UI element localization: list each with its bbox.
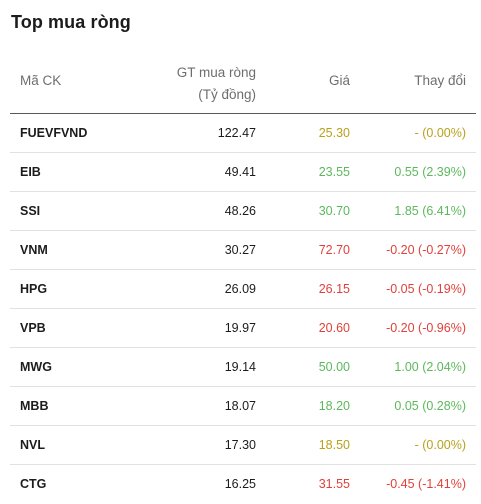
table-body: FUEVFVND 122.47 25.30 - (0.00%) EIB 49.41 23.5… <box>10 114 476 503</box>
change-value: 1.00 (2.04%) <box>394 360 466 374</box>
price-value: 50.00 <box>318 360 350 374</box>
stock-code-link[interactable]: CTG <box>20 477 47 491</box>
net-buy-value: 19.14 <box>224 360 256 374</box>
stock-code-link[interactable]: FUEVFVND <box>20 126 88 140</box>
net-buy-value: 49.41 <box>224 165 256 179</box>
table-row[interactable]: SSI 48.26 30.70 1.85 (6.41%) <box>10 192 476 231</box>
header-net-buy-value-line1: GT mua ròng <box>176 65 256 80</box>
stock-code-link[interactable]: MBB <box>20 399 49 413</box>
header-net-buy-value[interactable]: GT mua ròng (Tỷ đồng) <box>177 62 256 106</box>
table-row[interactable]: NVL 17.30 18.50 - (0.00%) <box>10 426 476 465</box>
header-change[interactable]: Thay đổi <box>414 73 466 88</box>
net-buy-value: 48.26 <box>224 204 256 218</box>
price-value: 31.55 <box>318 477 350 491</box>
net-buy-value: 26.09 <box>224 282 256 296</box>
header-stock-code[interactable]: Mã CK <box>20 73 62 88</box>
price-value: 72.70 <box>318 243 350 257</box>
net-buy-value: 17.30 <box>224 438 256 452</box>
price-value: 18.20 <box>318 399 350 413</box>
net-buy-value: 122.47 <box>217 126 256 140</box>
change-value: - (0.00%) <box>414 126 466 140</box>
change-value: 0.55 (2.39%) <box>394 165 466 179</box>
price-value: 30.70 <box>318 204 350 218</box>
change-value: -0.20 (-0.96%) <box>386 321 466 335</box>
stock-code-link[interactable]: VNM <box>20 243 48 257</box>
table-row[interactable]: EIB 49.41 23.55 0.55 (2.39%) <box>10 153 476 192</box>
stock-code-link[interactable]: NVL <box>20 438 45 452</box>
change-value: -0.20 (-0.27%) <box>386 243 466 257</box>
header-price[interactable]: Giá <box>328 73 350 88</box>
table-header: Mã CK GT mua ròng (Tỷ đồng) Giá Thay đổi <box>10 56 476 114</box>
table-row[interactable]: HPG 26.09 26.15 -0.05 (-0.19%) <box>10 270 476 309</box>
stock-code-link[interactable]: SSI <box>20 204 41 218</box>
change-value: -0.05 (-0.19%) <box>386 282 466 296</box>
net-buy-table: Mã CK GT mua ròng (Tỷ đồng) Giá Thay đổi… <box>10 56 476 503</box>
table-row[interactable]: FUEVFVND 122.47 25.30 - (0.00%) <box>10 114 476 153</box>
stock-code-link[interactable]: EIB <box>20 165 41 179</box>
stock-code-link[interactable]: VPB <box>20 321 46 335</box>
table-row[interactable]: MWG 19.14 50.00 1.00 (2.04%) <box>10 348 476 387</box>
table-row[interactable]: MBB 18.07 18.20 0.05 (0.28%) <box>10 387 476 426</box>
net-buy-value: 30.27 <box>224 243 256 257</box>
header-net-buy-value-line2: (Tỷ đồng) <box>198 87 256 102</box>
price-value: 18.50 <box>318 438 350 452</box>
stock-code-link[interactable]: MWG <box>20 360 52 374</box>
stock-code-link[interactable]: HPG <box>20 282 48 296</box>
table-row[interactable]: CTG 16.25 31.55 -0.45 (-1.41%) <box>10 465 476 503</box>
price-value: 20.60 <box>318 321 350 335</box>
net-buy-value: 16.25 <box>224 477 256 491</box>
change-value: 0.05 (0.28%) <box>394 399 466 413</box>
table-row[interactable]: VNM 30.27 72.70 -0.20 (-0.27%) <box>10 231 476 270</box>
net-buy-value: 18.07 <box>224 399 256 413</box>
price-value: 23.55 <box>318 165 350 179</box>
net-buy-value: 19.97 <box>224 321 256 335</box>
price-value: 25.30 <box>318 126 350 140</box>
price-value: 26.15 <box>318 282 350 296</box>
table-row[interactable]: VPB 19.97 20.60 -0.20 (-0.96%) <box>10 309 476 348</box>
page-title: Top mua ròng <box>11 12 131 32</box>
change-value: 1.85 (6.41%) <box>394 204 466 218</box>
change-value: - (0.00%) <box>414 438 466 452</box>
change-value: -0.45 (-1.41%) <box>386 477 466 491</box>
